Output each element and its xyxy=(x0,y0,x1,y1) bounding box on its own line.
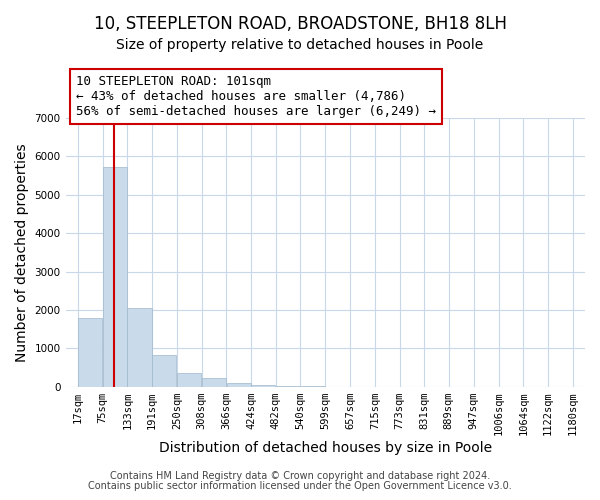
Text: 10 STEEPLETON ROAD: 101sqm
← 43% of detached houses are smaller (4,786)
56% of s: 10 STEEPLETON ROAD: 101sqm ← 43% of deta… xyxy=(76,75,436,118)
Bar xyxy=(152,355,176,387)
Bar xyxy=(276,386,300,387)
X-axis label: Distribution of detached houses by size in Poole: Distribution of detached houses by size … xyxy=(159,441,492,455)
Bar xyxy=(103,167,127,387)
Text: 10, STEEPLETON ROAD, BROADSTONE, BH18 8LH: 10, STEEPLETON ROAD, BROADSTONE, BH18 8L… xyxy=(94,15,506,33)
Bar xyxy=(177,372,202,387)
Bar xyxy=(78,318,103,387)
Bar xyxy=(202,378,226,387)
Bar xyxy=(127,308,152,387)
Bar xyxy=(251,385,275,387)
Text: Contains public sector information licensed under the Open Government Licence v3: Contains public sector information licen… xyxy=(88,481,512,491)
Text: Contains HM Land Registry data © Crown copyright and database right 2024.: Contains HM Land Registry data © Crown c… xyxy=(110,471,490,481)
Bar xyxy=(227,382,251,387)
Y-axis label: Number of detached properties: Number of detached properties xyxy=(15,143,29,362)
Text: Size of property relative to detached houses in Poole: Size of property relative to detached ho… xyxy=(116,38,484,52)
